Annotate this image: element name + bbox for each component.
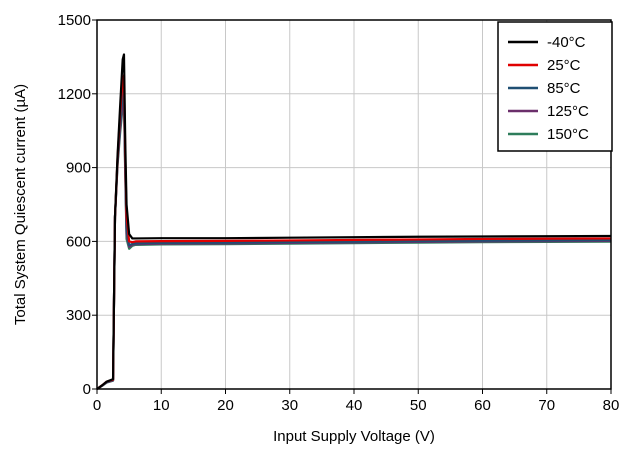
y-tick-label: 600 [66, 233, 91, 250]
legend-label: 125°C [547, 103, 589, 120]
series-layer [96, 53, 612, 390]
y-tick-label: 0 [83, 381, 91, 398]
x-tick-label: 30 [281, 397, 298, 414]
x-tick-label: 40 [346, 397, 363, 414]
y-axis-title: Total System Quiescent current (µA) [12, 84, 29, 325]
x-tick-label: 20 [217, 397, 234, 414]
y-tick-label: 900 [66, 160, 91, 177]
x-axis-title: Input Supply Voltage (V) [273, 428, 435, 445]
y-tick-label: 1200 [58, 86, 91, 103]
axis-ticks: 0 10 20 30 40 50 60 70 80 0 300 600 900 1200 1500 [58, 12, 620, 414]
legend-box [497, 21, 613, 152]
legend-label: -40°C [547, 34, 586, 51]
y-tick-label: 1500 [58, 12, 91, 29]
x-tick-label: 0 [93, 397, 101, 414]
x-tick-label: 10 [153, 397, 170, 414]
x-tick-label: 60 [474, 397, 491, 414]
legend-label: 150°C [547, 126, 589, 143]
series-line-0 [96, 53, 612, 390]
legend-label: 85°C [547, 80, 581, 97]
x-tick-label: 70 [538, 397, 555, 414]
x-tick-label: 50 [410, 397, 427, 414]
legend: -40°C 25°C 85°C 125°C 150°C [497, 21, 613, 152]
legend-label: 25°C [547, 57, 581, 74]
x-tick-label: 80 [603, 397, 620, 414]
y-tick-label: 300 [66, 307, 91, 324]
